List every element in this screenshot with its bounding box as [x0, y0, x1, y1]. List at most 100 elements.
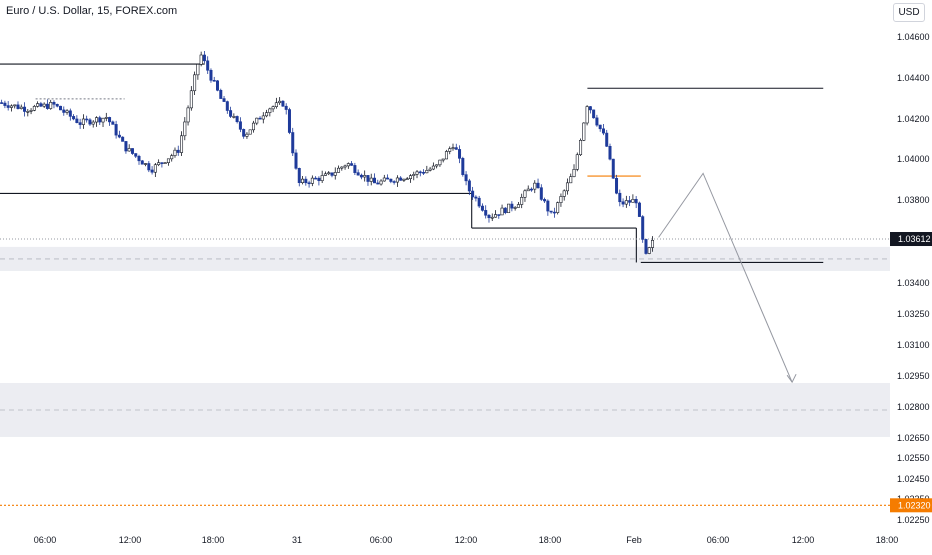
- price-tick-label: 1.03100: [897, 340, 930, 350]
- candle-body: [199, 54, 203, 65]
- candle-body: [108, 117, 112, 123]
- candle-body: [245, 133, 249, 137]
- zones-layer: [0, 246, 890, 437]
- candle: [337, 165, 341, 173]
- candle-body: [507, 203, 511, 214]
- candle: [467, 178, 471, 196]
- candle: [180, 131, 184, 156]
- candle-body: [242, 129, 246, 137]
- candle: [651, 236, 655, 252]
- candle: [438, 159, 442, 167]
- candle: [245, 132, 249, 139]
- candle-body: [637, 202, 641, 217]
- candle-body: [510, 203, 514, 209]
- candle: [539, 184, 543, 201]
- candle: [153, 162, 157, 177]
- time-tick-label: 06:00: [34, 535, 57, 545]
- candle-body: [271, 106, 275, 110]
- candle-body: [26, 111, 30, 113]
- candle: [150, 166, 154, 175]
- candle: [72, 114, 76, 121]
- projection-arrowhead: [786, 373, 797, 384]
- candle-body: [163, 162, 167, 164]
- candle: [369, 173, 373, 186]
- candle-body: [356, 172, 360, 176]
- candle-body: [13, 104, 17, 107]
- candle: [454, 143, 458, 150]
- candle: [248, 129, 252, 135]
- candle: [39, 101, 43, 108]
- candle: [386, 174, 390, 180]
- candle: [618, 189, 622, 207]
- candle-body: [415, 171, 419, 175]
- candle-body: [291, 132, 295, 154]
- candle-body: [327, 172, 331, 175]
- candle-body: [428, 168, 432, 171]
- candle: [49, 99, 53, 110]
- candle: [444, 149, 448, 160]
- candle-body: [467, 180, 471, 192]
- candle-body: [543, 199, 547, 202]
- time-tick-label: Feb: [626, 535, 642, 545]
- candle-body: [474, 196, 478, 199]
- candle-body: [458, 149, 462, 159]
- candle-body: [644, 239, 648, 254]
- candle: [23, 102, 27, 117]
- candle-body: [438, 159, 442, 166]
- candle-body: [363, 175, 367, 178]
- candle-body: [562, 190, 566, 197]
- candle-body: [628, 200, 632, 203]
- candle: [91, 120, 95, 128]
- currency-button[interactable]: USD: [893, 3, 925, 22]
- candle-body: [212, 80, 216, 82]
- candle: [448, 146, 452, 155]
- candle-body: [297, 168, 301, 183]
- candle: [350, 161, 354, 166]
- candle-body: [193, 74, 197, 92]
- candle: [346, 162, 350, 169]
- candle: [585, 105, 589, 126]
- candle-body: [32, 106, 36, 111]
- price-tick-label: 1.04200: [897, 114, 930, 124]
- candle-body: [539, 187, 543, 200]
- candle-body: [392, 181, 396, 183]
- candle-body: [425, 170, 429, 174]
- candle: [428, 166, 432, 172]
- time-tick-label: 31: [292, 535, 302, 545]
- candle: [503, 207, 507, 215]
- candle-body: [624, 200, 628, 205]
- candle: [32, 104, 36, 112]
- candle-body: [284, 105, 288, 110]
- candle-body: [209, 69, 213, 81]
- candle-body: [598, 124, 602, 130]
- candle: [173, 147, 177, 158]
- candle: [418, 170, 422, 177]
- candle-body: [278, 100, 282, 104]
- candle-body: [134, 153, 138, 157]
- candle-body: [487, 214, 491, 219]
- price-tick-label: 1.02550: [897, 453, 930, 463]
- time-tick-label: 06:00: [707, 535, 730, 545]
- time-axis[interactable]: 06:00 12:00 18:00 31 06:00 12:00 18:00 Feb 06:00…: [34, 535, 899, 545]
- candle-body: [408, 175, 412, 179]
- candle-body: [431, 165, 435, 170]
- candle: [588, 106, 592, 114]
- price-axis[interactable]: 1.04600 1.04400 1.04200 1.04000 1.03800 1.034…: [890, 0, 932, 550]
- candle: [464, 171, 468, 186]
- candle: [422, 169, 426, 176]
- candle-body: [147, 163, 151, 171]
- candle: [297, 167, 301, 187]
- candle-body: [386, 177, 390, 180]
- candle-body: [72, 116, 76, 120]
- candle: [533, 180, 537, 194]
- candle: [562, 189, 566, 201]
- candle: [75, 115, 79, 124]
- candle: [199, 51, 203, 67]
- candle: [621, 198, 625, 208]
- candle: [513, 206, 517, 211]
- candle-body: [65, 110, 69, 113]
- candle: [278, 97, 282, 105]
- candle-body: [389, 178, 393, 182]
